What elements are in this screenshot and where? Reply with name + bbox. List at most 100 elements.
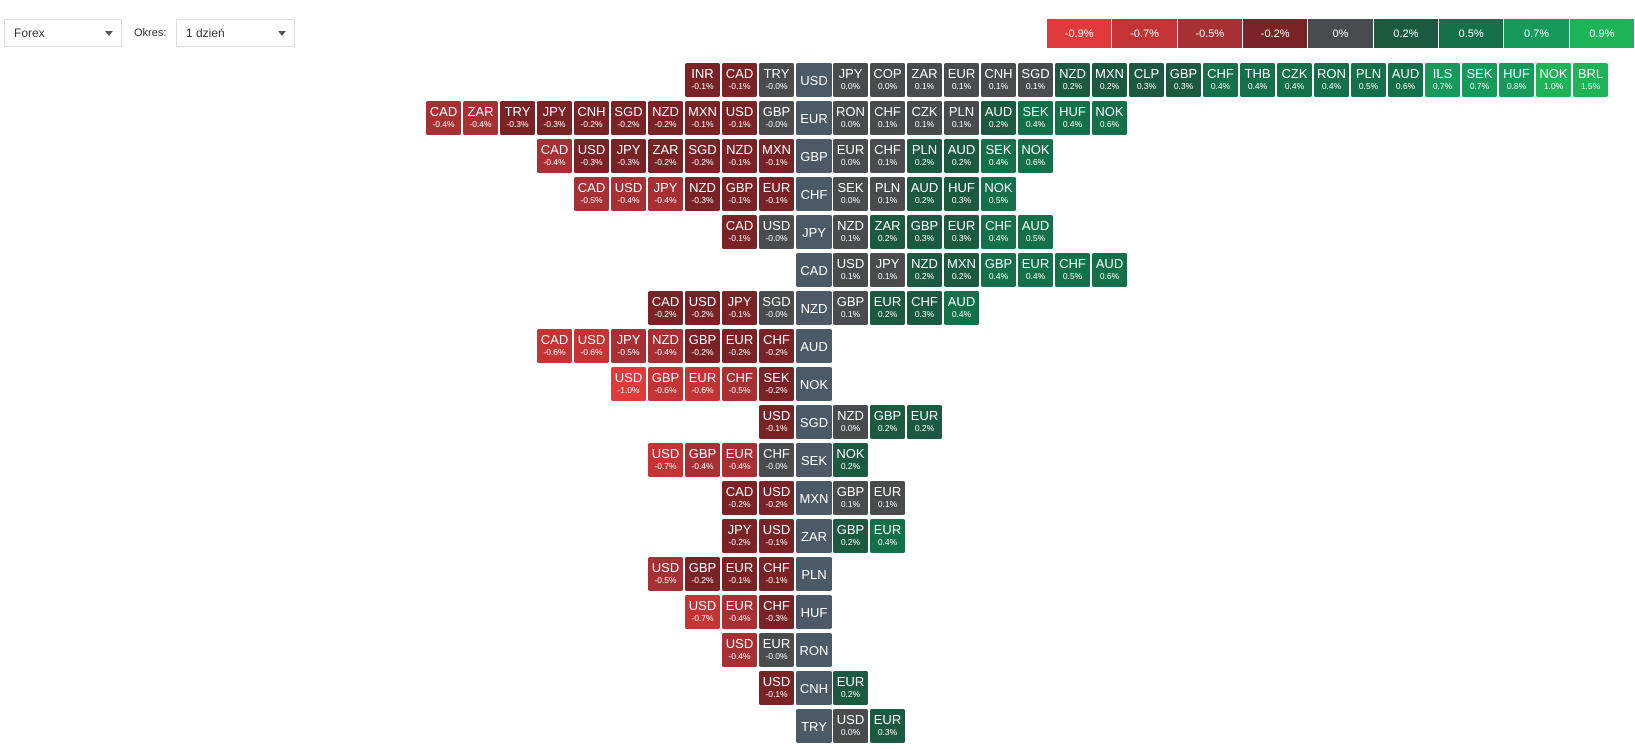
pair-cell[interactable]: JPY -0.4% [648,177,683,211]
pair-cell[interactable]: GBP -0.0% [759,101,794,135]
pair-cell[interactable]: GBP 0.4% [981,253,1016,287]
pair-cell[interactable]: SEK 0.7% [1462,63,1497,97]
pair-cell[interactable]: GBP 0.3% [1166,63,1201,97]
pair-cell[interactable]: ZAR -0.4% [463,101,498,135]
pair-cell[interactable]: AUD 0.6% [1092,253,1127,287]
pair-cell[interactable]: NOK 0.5% [981,177,1016,211]
pair-cell[interactable]: CHF 0.1% [870,101,905,135]
pair-cell[interactable]: GBP 0.2% [833,519,868,553]
period-select[interactable]: 1 dzień [176,19,295,47]
pair-cell[interactable]: EUR 0.2% [907,405,942,439]
pair-cell[interactable]: CZK 0.1% [907,101,942,135]
pair-cell[interactable]: TRY -0.0% [759,63,794,97]
pair-cell[interactable]: EUR -0.2% [722,329,757,363]
pair-cell[interactable]: HUF 0.3% [944,177,979,211]
pair-cell[interactable]: JPY -0.2% [722,519,757,553]
pair-cell[interactable]: HUF 0.4% [1055,101,1090,135]
pair-cell[interactable]: SGD -0.2% [685,139,720,173]
pair-cell[interactable]: EUR 0.3% [944,215,979,249]
pair-cell[interactable]: MXN -0.1% [759,139,794,173]
pair-cell[interactable]: SGD 0.1% [1018,63,1053,97]
pair-cell[interactable]: CNH -0.2% [574,101,609,135]
pair-cell[interactable]: NZD 0.0% [833,405,868,439]
pair-cell[interactable]: GBP 0.1% [833,481,868,515]
pair-cell[interactable]: JPY 0.0% [833,63,868,97]
pair-cell[interactable]: EUR 0.4% [870,519,905,553]
pair-cell[interactable]: INR -0.1% [685,63,720,97]
pair-cell[interactable]: SEK -0.2% [759,367,794,401]
pair-cell[interactable]: GBP 0.1% [833,291,868,325]
pair-cell[interactable]: EUR -0.1% [722,557,757,591]
pair-cell[interactable]: NOK 0.2% [833,443,868,477]
pair-cell[interactable]: GBP -0.6% [648,367,683,401]
pair-cell[interactable]: JPY 0.1% [870,253,905,287]
pair-cell[interactable]: CHF 0.4% [981,215,1016,249]
pair-cell[interactable]: ILS 0.7% [1425,63,1460,97]
pair-cell[interactable]: EUR 0.2% [833,671,868,705]
pair-cell[interactable]: THB 0.4% [1240,63,1275,97]
pair-cell[interactable]: JPY -0.3% [537,101,572,135]
pair-cell[interactable]: EUR 0.4% [1018,253,1053,287]
pair-cell[interactable]: RON 0.0% [833,101,868,135]
pair-cell[interactable]: NOK 1.0% [1536,63,1571,97]
pair-cell[interactable]: MXN 0.2% [1092,63,1127,97]
pair-cell[interactable]: NOK 0.6% [1018,139,1053,173]
pair-cell[interactable]: CAD -0.4% [537,139,572,173]
pair-cell[interactable]: USD -1.0% [611,367,646,401]
pair-cell[interactable]: EUR 0.1% [944,63,979,97]
pair-cell[interactable]: AUD 0.5% [1018,215,1053,249]
pair-cell[interactable]: USD -0.1% [722,101,757,135]
pair-cell[interactable]: CHF -0.1% [759,557,794,591]
pair-cell[interactable]: USD -0.5% [648,557,683,591]
pair-cell[interactable]: JPY -0.1% [722,291,757,325]
pair-cell[interactable]: MXN -0.1% [685,101,720,135]
pair-cell[interactable]: USD -0.7% [648,443,683,477]
pair-cell[interactable]: JPY -0.5% [611,329,646,363]
pair-cell[interactable]: EUR -0.4% [722,595,757,629]
pair-cell[interactable]: CHF 0.3% [907,291,942,325]
pair-cell[interactable]: USD -0.6% [574,329,609,363]
pair-cell[interactable]: CAD -0.1% [722,215,757,249]
pair-cell[interactable]: HUF 0.8% [1499,63,1534,97]
pair-cell[interactable]: USD -0.1% [759,405,794,439]
pair-cell[interactable]: SGD -0.0% [759,291,794,325]
pair-cell[interactable]: PLN 0.1% [870,177,905,211]
market-select[interactable]: Forex [4,19,122,47]
pair-cell[interactable]: RON 0.4% [1314,63,1349,97]
pair-cell[interactable]: USD -0.0% [759,215,794,249]
pair-cell[interactable]: AUD 0.2% [907,177,942,211]
pair-cell[interactable]: CHF -0.3% [759,595,794,629]
pair-cell[interactable]: CHF 0.1% [870,139,905,173]
pair-cell[interactable]: USD -0.7% [685,595,720,629]
pair-cell[interactable]: CAD -0.2% [648,291,683,325]
pair-cell[interactable]: NZD -0.4% [648,329,683,363]
pair-cell[interactable]: AUD 0.2% [981,101,1016,135]
pair-cell[interactable]: JPY -0.3% [611,139,646,173]
pair-cell[interactable]: ZAR 0.1% [907,63,942,97]
pair-cell[interactable]: EUR -0.1% [759,177,794,211]
pair-cell[interactable]: CHF 0.5% [1055,253,1090,287]
pair-cell[interactable]: NZD 0.2% [907,253,942,287]
pair-cell[interactable]: EUR 0.3% [870,709,905,743]
pair-cell[interactable]: CAD -0.6% [537,329,572,363]
pair-cell[interactable]: NZD -0.2% [648,101,683,135]
pair-cell[interactable]: CZK 0.4% [1277,63,1312,97]
pair-cell[interactable]: CHF -0.0% [759,443,794,477]
pair-cell[interactable]: NZD 0.1% [833,215,868,249]
pair-cell[interactable]: EUR 0.0% [833,139,868,173]
pair-cell[interactable]: AUD 0.2% [944,139,979,173]
pair-cell[interactable]: CNH 0.1% [981,63,1016,97]
pair-cell[interactable]: AUD 0.4% [944,291,979,325]
pair-cell[interactable]: CAD -0.1% [722,63,757,97]
pair-cell[interactable]: CAD -0.4% [426,101,461,135]
pair-cell[interactable]: CHF -0.2% [759,329,794,363]
pair-cell[interactable]: NZD 0.2% [1055,63,1090,97]
pair-cell[interactable]: PLN 0.2% [907,139,942,173]
pair-cell[interactable]: USD 0.0% [833,709,868,743]
pair-cell[interactable]: SEK 0.4% [1018,101,1053,135]
pair-cell[interactable]: COP 0.0% [870,63,905,97]
pair-cell[interactable]: GBP 0.3% [907,215,942,249]
pair-cell[interactable]: TRY -0.3% [500,101,535,135]
pair-cell[interactable]: USD -0.4% [722,633,757,667]
pair-cell[interactable]: BRL 1.5% [1573,63,1608,97]
